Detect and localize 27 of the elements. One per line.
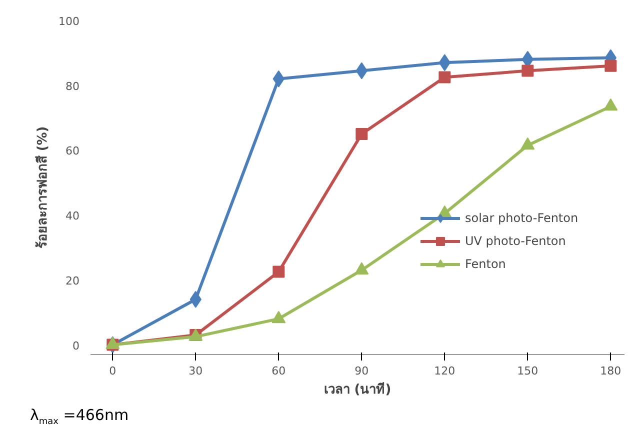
point xyxy=(356,128,368,140)
y-tick-label: 100 xyxy=(58,15,80,28)
x-tick-label: 60 xyxy=(272,364,286,378)
point xyxy=(354,262,369,274)
point xyxy=(520,137,535,150)
x-tick-label: 120 xyxy=(434,364,456,378)
y-tick-label: 80 xyxy=(66,80,80,93)
y-tick-label: 60 xyxy=(66,144,80,158)
x-tick-label: 0 xyxy=(109,364,116,378)
point xyxy=(522,64,534,77)
y-tick-label: 40 xyxy=(66,210,80,223)
x-tick-label: 30 xyxy=(188,364,203,378)
x-tick-label: 180 xyxy=(600,364,622,378)
point xyxy=(272,310,286,324)
legend-label: Fenton xyxy=(465,257,506,271)
x-tick-label: 150 xyxy=(517,364,538,378)
point xyxy=(272,266,285,278)
y-axis-title: ร้อยละการฟอกสี (%) xyxy=(34,126,51,249)
x-tick-label: 90 xyxy=(354,364,369,378)
point xyxy=(438,71,451,84)
point xyxy=(604,60,617,72)
legend-label: solar photo-Fenton xyxy=(465,211,578,225)
y-tick-label: 0 xyxy=(72,339,80,352)
text: λ$_{max}$ =466nm xyxy=(30,406,129,427)
x-axis-title: เวลา (นาที) xyxy=(324,382,392,398)
y-tick-label: 20 xyxy=(66,274,80,288)
legend-label: UV photo-Fenton xyxy=(465,234,566,248)
